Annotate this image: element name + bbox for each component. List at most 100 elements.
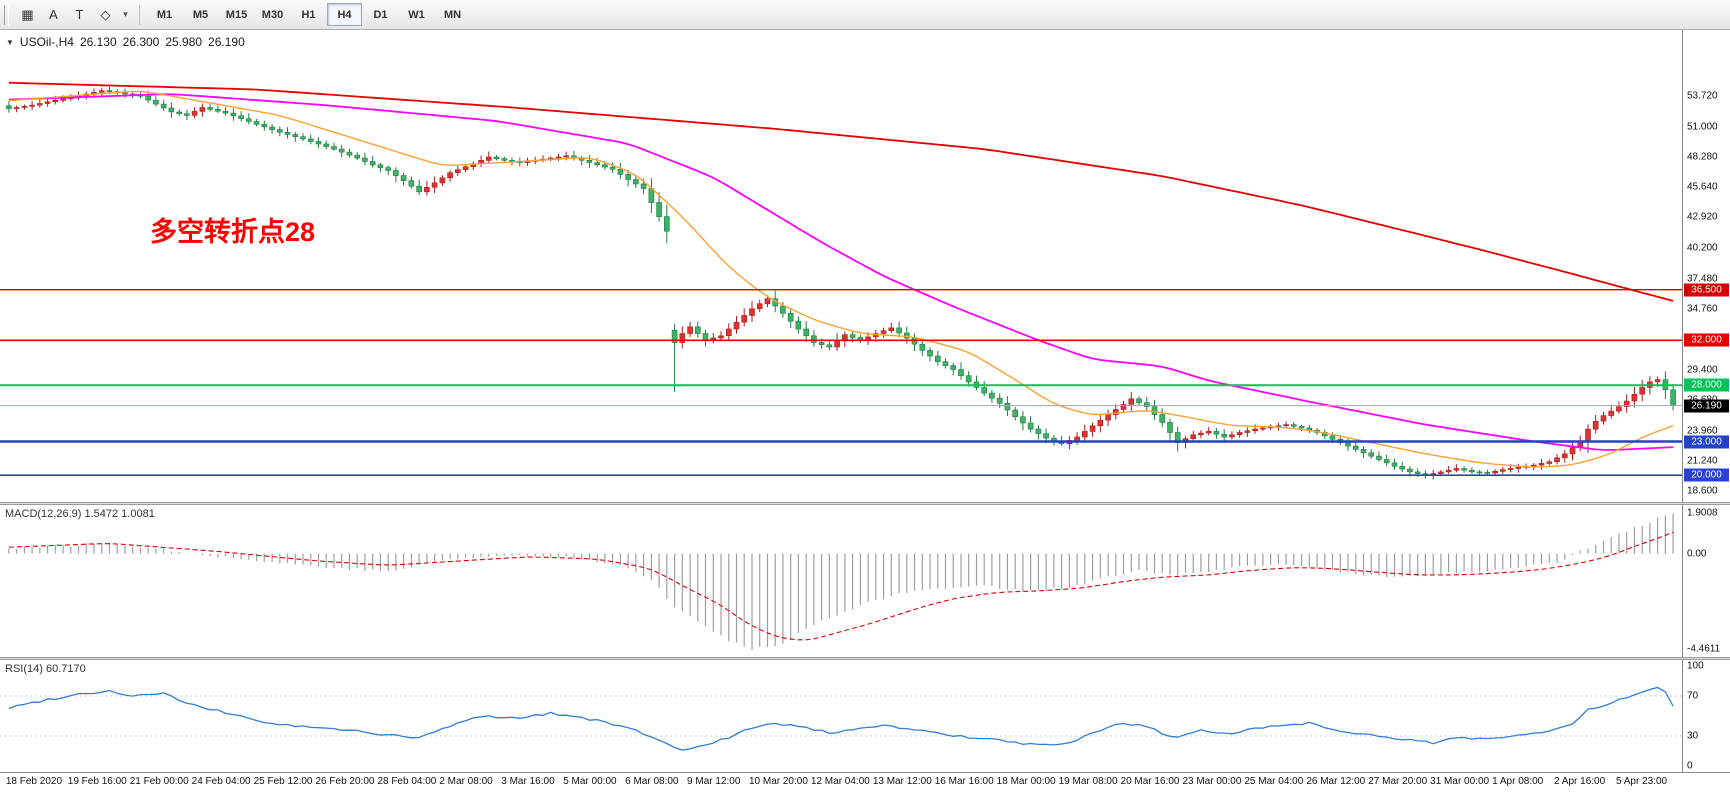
macd-axis-label: 1.9008 <box>1687 507 1718 519</box>
shapes-tool[interactable]: ◇ <box>100 6 111 22</box>
timeframe-mn[interactable]: MN <box>443 8 462 21</box>
price-axis-label: 34.760 <box>1687 303 1718 315</box>
shapes-dropdown-arrow[interactable]: ▾ <box>123 9 128 19</box>
price-axis-label: 21.240 <box>1687 455 1718 467</box>
time-axis-label: 28 Feb 04:00 <box>377 776 437 787</box>
time-axis-label: 26 Feb 20:00 <box>315 776 375 787</box>
symbol-period-label: USOil-,H4 <box>19 35 74 49</box>
price-chart-canvas[interactable] <box>0 30 1682 502</box>
time-axis-label: 10 Mar 20:00 <box>748 776 808 787</box>
ma-line-fast <box>8 90 1674 468</box>
timeframe-m1[interactable]: M1 <box>156 8 173 21</box>
time-axis-label: 25 Mar 04:00 <box>1244 776 1304 787</box>
rsi-scale[interactable]: 100 70 30 0 <box>1682 660 1730 772</box>
time-axis-label: 2 Mar 08:00 <box>439 776 493 787</box>
time-axis-label: 26 Mar 12:00 <box>1306 776 1366 787</box>
drawing-tools: ▦ A T ◇ ▾ <box>15 3 132 27</box>
rsi-panel: RSI(14) 60.7170 100 70 30 0 <box>0 660 1730 772</box>
time-axis-label: 21 Feb 00:00 <box>129 776 189 787</box>
current-price-badge: 26.190 <box>1684 399 1729 413</box>
macd-panel: MACD(12,26,9) 1.5472 1.0081 1.9008 0.00 -4… <box>0 505 1730 657</box>
time-axis-label: 19 Feb 16:00 <box>67 776 127 787</box>
chart-annotation[interactable]: 多空转折点28 <box>150 217 316 247</box>
timeframe-buttons: M1 M5 M15 M30 H1 H4 D1 W1 MN <box>147 3 470 26</box>
panel-splitter[interactable] <box>0 502 1730 505</box>
time-axis-label: 13 Mar 12:00 <box>872 776 932 787</box>
time-axis-label: 2 Apr 16:00 <box>1554 776 1606 787</box>
ohlc-open: 26.130 <box>79 35 117 49</box>
macd-signal-line <box>8 531 1674 641</box>
macd-scale[interactable]: 1.9008 0.00 -4.4611 <box>1682 505 1730 657</box>
price-axis-label: 51.000 <box>1687 121 1718 133</box>
time-axis-label: 18 Mar 00:00 <box>996 776 1056 787</box>
price-axis-label: 37.480 <box>1687 273 1718 285</box>
time-axis-label: 19 Mar 08:00 <box>1058 776 1118 787</box>
price-axis-label: 29.400 <box>1687 364 1718 376</box>
time-axis-label: 18 Feb 2020 <box>5 776 63 787</box>
macd-axis-label: 0.00 <box>1687 548 1707 560</box>
time-axis-label: 5 Apr 23:00 <box>1615 776 1668 787</box>
price-scale[interactable]: 53.720 51.000 48.280 45.640 42.920 40.200 37.4… <box>1682 30 1730 502</box>
timeframe-h4[interactable]: H4 <box>327 3 362 26</box>
price-level-badge: 23.000 <box>1684 435 1729 448</box>
price-axis-label: 53.720 <box>1687 90 1718 102</box>
chart-tiles-icon[interactable]: ▦ <box>21 6 34 22</box>
ohlc-close: 26.190 <box>208 35 245 49</box>
macd-axis-label: -4.4611 <box>1687 643 1721 655</box>
rsi-axis-label: 0 <box>1687 760 1693 772</box>
time-axis-label: 5 Mar 00:00 <box>563 776 617 787</box>
rsi-axis-label: 30 <box>1687 730 1699 742</box>
time-axis-label: 3 Mar 16:00 <box>501 776 555 787</box>
price-level-badge: 32.000 <box>1684 333 1729 347</box>
price-level-badge: 36.500 <box>1684 283 1729 297</box>
timeframe-m5[interactable]: M5 <box>192 8 209 21</box>
time-axis-label: 9 Mar 12:00 <box>687 776 741 787</box>
ohlc-high: 26.300 <box>122 35 160 49</box>
candles <box>6 87 1676 480</box>
toolbar-grip[interactable] <box>4 4 9 25</box>
ma-line-slow <box>8 81 1674 302</box>
rsi-axis-label: 100 <box>1687 660 1704 672</box>
rsi-axis-label: 70 <box>1687 690 1699 702</box>
time-axis-label: 24 Feb 04:00 <box>191 776 251 787</box>
rsi-line <box>8 686 1674 751</box>
macd-label: MACD(12,26,9) 1.5472 1.0081 <box>5 508 155 520</box>
ma-line-medium <box>8 93 1674 451</box>
timeframe-h1[interactable]: H1 <box>301 8 316 21</box>
chart-title: ▼ USOil-,H4 26.130 26.300 25.980 26.190 <box>6 35 245 49</box>
macd-histogram <box>8 513 1674 651</box>
text-tool[interactable]: T <box>75 7 84 22</box>
time-axis-label: 12 Mar 04:00 <box>810 776 870 787</box>
time-axis-label: 20 Mar 16:00 <box>1120 776 1180 787</box>
price-axis-label: 23.960 <box>1687 425 1718 437</box>
price-axis-label: 48.280 <box>1687 151 1718 163</box>
panel-splitter[interactable] <box>0 657 1730 660</box>
time-axis-label: 27 Mar 20:00 <box>1368 776 1428 787</box>
level-lines <box>0 289 1682 477</box>
macd-chart-canvas[interactable] <box>0 505 1682 657</box>
rsi-label: RSI(14) 60.7170 <box>5 663 86 675</box>
price-axis-label: 45.640 <box>1687 181 1718 193</box>
timeframe-m15[interactable]: M15 <box>225 8 248 21</box>
price-level-badge: 20.000 <box>1684 468 1729 482</box>
price-axis-label: 42.920 <box>1687 211 1718 223</box>
text-label-tool[interactable]: A <box>49 7 58 22</box>
time-axis-label: 6 Mar 08:00 <box>625 776 679 787</box>
timeframe-m30[interactable]: M30 <box>261 8 284 21</box>
time-axis-label: 25 Feb 12:00 <box>253 776 313 787</box>
price-axis-label: 40.200 <box>1687 242 1718 254</box>
toolbar-separator <box>139 4 140 25</box>
price-axis-label: 18.600 <box>1687 485 1718 497</box>
time-axis-label: 16 Mar 16:00 <box>934 776 994 787</box>
chart-marker-icon: ▼ <box>6 37 14 47</box>
time-scale[interactable]: 18 Feb 2020 19 Feb 16:00 21 Feb 00:00 24 Fe… <box>0 772 1730 792</box>
time-axis-label: 31 Mar 00:00 <box>1430 776 1490 787</box>
price-level-badge: 28.000 <box>1684 378 1729 392</box>
timeframe-w1[interactable]: W1 <box>408 8 425 21</box>
rsi-chart-canvas[interactable] <box>0 660 1682 772</box>
toolbar: ▦ A T ◇ ▾ M1 M5 M15 M30 H1 H4 D1 W1 MN <box>0 0 1730 30</box>
timeframe-d1[interactable]: D1 <box>373 8 388 21</box>
ohlc-low: 25.980 <box>165 35 203 49</box>
time-axis-label: 23 Mar 00:00 <box>1182 776 1242 787</box>
time-axis-label: 1 Apr 08:00 <box>1492 776 1544 787</box>
